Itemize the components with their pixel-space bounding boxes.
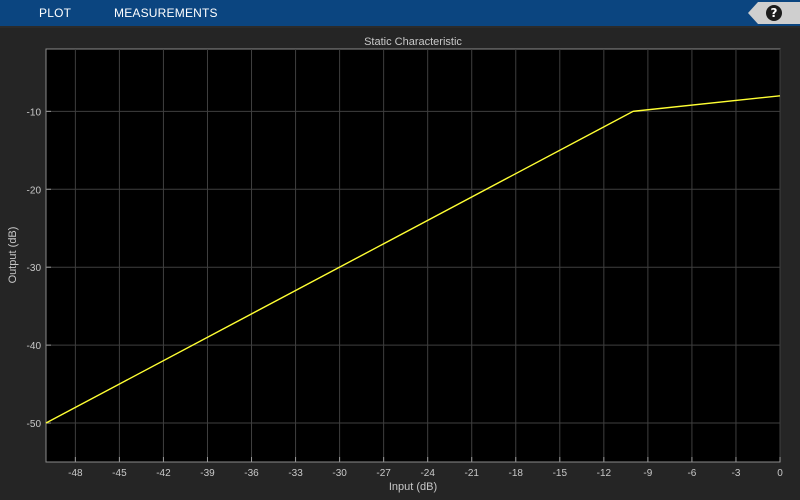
x-tick-label: -39	[200, 468, 215, 479]
y-tick-label: -20	[27, 185, 42, 196]
series	[45, 95, 781, 424]
x-axis-label: Input (dB)	[389, 481, 437, 493]
x-tick-label: -48	[68, 468, 83, 479]
y-tick-label: -50	[27, 419, 42, 430]
grid	[46, 49, 781, 462]
tab-measurements[interactable]: MEASUREMENTS	[114, 6, 218, 20]
y-axis-label: Output (dB)	[7, 227, 19, 284]
y-tick-label: -40	[27, 341, 42, 352]
y-tick-label: -30	[27, 263, 42, 274]
x-tick-label: -36	[244, 468, 259, 479]
toolstrip: PLOT MEASUREMENTS ?	[0, 0, 800, 28]
x-tick-label: -21	[464, 468, 479, 479]
y-tick-label: -10	[27, 107, 42, 118]
x-tick-label: -27	[376, 468, 391, 479]
x-tick-label: -6	[687, 468, 696, 479]
static-characteristic-line	[45, 95, 781, 424]
tab-plot[interactable]: PLOT	[39, 6, 72, 20]
x-tick-label: -45	[112, 468, 127, 479]
x-tick-label: -33	[288, 468, 303, 479]
plot-area[interactable]	[45, 48, 781, 463]
x-tick-label: -18	[509, 468, 524, 479]
x-tick-label: -3	[732, 468, 741, 479]
static-characteristic-chart: Static Characteristic -48 -45 -42 -39 -36 -33…	[7, 36, 784, 493]
x-tick-label: 0	[777, 468, 783, 479]
help-button[interactable]: ?	[748, 2, 800, 24]
x-tick-label: -15	[553, 468, 568, 479]
x-tick-label: -12	[597, 468, 612, 479]
x-tick-label: -30	[332, 468, 347, 479]
x-tick-label: -24	[420, 468, 435, 479]
x-tick-label: -9	[643, 468, 652, 479]
axis-ticks: -48 -45 -42 -39 -36 -33 -30 -27 -24 -21 -18 -15 -12-…	[27, 107, 784, 479]
x-tick-label: -42	[156, 468, 171, 479]
chart-title: Static Characteristic	[364, 36, 462, 48]
help-icon: ?	[766, 5, 782, 21]
